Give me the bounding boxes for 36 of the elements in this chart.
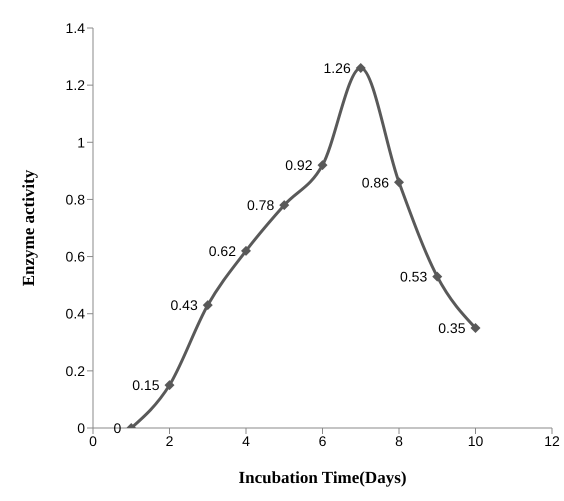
y-tick-label: 0.4 bbox=[66, 306, 86, 322]
y-tick-label: 0 bbox=[77, 420, 86, 436]
data-label: 0.86 bbox=[362, 174, 390, 190]
data-label: 0.15 bbox=[132, 377, 160, 394]
x-tick-label: 12 bbox=[544, 432, 560, 449]
data-label: 0.43 bbox=[170, 297, 198, 314]
y-tick-label: 0.6 bbox=[66, 248, 86, 265]
data-label: 0.92 bbox=[285, 157, 313, 174]
point bbox=[432, 272, 442, 282]
x-tick-label: 8 bbox=[395, 432, 404, 449]
point bbox=[279, 200, 290, 210]
y-tick-label: 1.4 bbox=[66, 20, 86, 36]
y-tick-label: 0.8 bbox=[66, 191, 86, 208]
data-label: 0.53 bbox=[400, 268, 428, 285]
point bbox=[202, 300, 213, 310]
y-tick-label: 0.2 bbox=[66, 362, 86, 379]
x-tick-label: 0 bbox=[89, 432, 98, 449]
point bbox=[356, 63, 366, 73]
point bbox=[470, 323, 480, 333]
x-tick-label: 6 bbox=[318, 432, 327, 449]
point bbox=[394, 177, 404, 188]
x-tick-label: 10 bbox=[468, 432, 484, 449]
y-tick-label: 1.2 bbox=[66, 77, 86, 94]
point bbox=[164, 380, 174, 390]
point bbox=[318, 160, 328, 170]
y-tick-label: 1 bbox=[77, 134, 86, 150]
data-label: 0.62 bbox=[208, 242, 236, 259]
x-tick-label: 4 bbox=[242, 432, 250, 449]
data-label: 0 bbox=[113, 420, 122, 436]
y-axis-title: Enzyme activity bbox=[19, 169, 38, 286]
x-tick-label: 2 bbox=[166, 432, 174, 449]
data-label: 0.78 bbox=[247, 197, 274, 214]
data-label: 1.26 bbox=[324, 60, 351, 76]
data-label: 0.35 bbox=[438, 320, 466, 336]
point bbox=[241, 246, 251, 256]
x-axis-title: Incubation Time(Days) bbox=[238, 468, 406, 487]
